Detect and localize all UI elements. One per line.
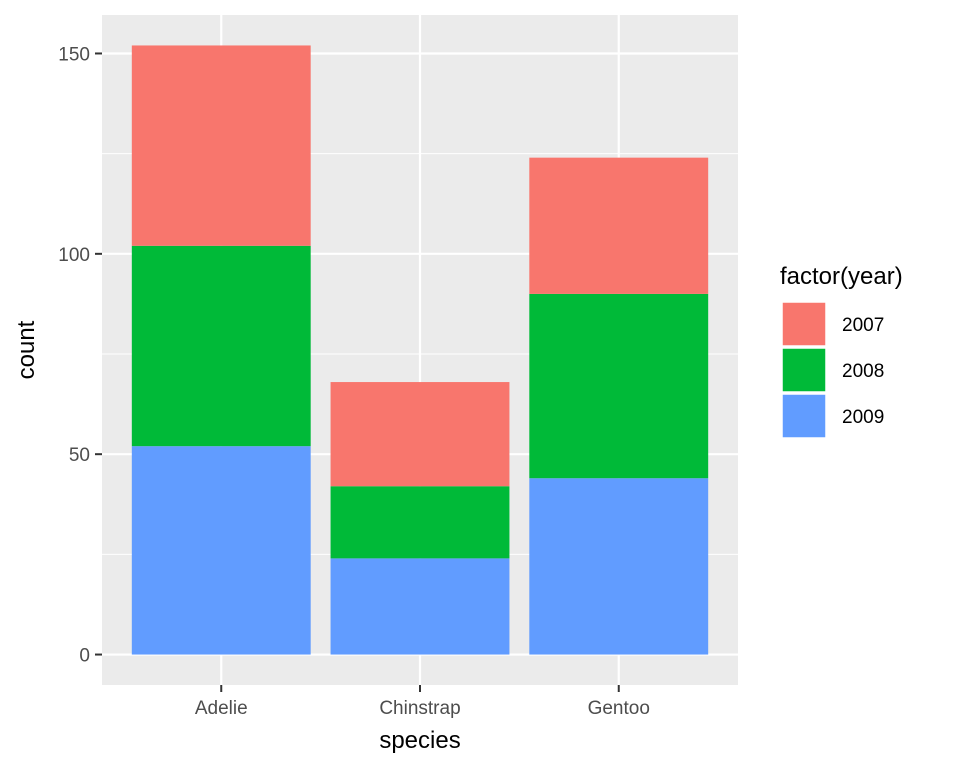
y-tick-label: 0: [79, 646, 90, 667]
bar-segment-adelie-2007: [131, 45, 311, 246]
legend-label-2008: 2008: [842, 361, 884, 382]
bar-segment-chinstrap-2007: [330, 382, 510, 487]
x-tick-label: Gentoo: [588, 698, 650, 719]
x-tick-label: Chinstrap: [379, 698, 460, 719]
y-tick-label: 150: [58, 44, 90, 65]
y-tick-label: 100: [58, 245, 90, 266]
legend-title: factor(year): [780, 263, 903, 290]
bar-segment-chinstrap-2008: [330, 486, 510, 559]
bar-segment-gentoo-2008: [529, 293, 709, 479]
y-axis: 0 50 100 150: [58, 44, 102, 667]
legend: factor(year) 2007 2008 2009: [780, 263, 903, 439]
bar-segment-adelie-2009: [131, 446, 311, 655]
legend-key-2007: [781, 301, 827, 347]
y-tick-label: 50: [69, 445, 90, 466]
legend-key-2008: [781, 347, 827, 393]
bar-segment-gentoo-2007: [529, 157, 709, 294]
bar-segment-chinstrap-2009: [330, 558, 510, 655]
legend-label-2007: 2007: [842, 315, 884, 336]
legend-label-2009: 2009: [842, 407, 884, 428]
x-axis-title: species: [379, 727, 460, 754]
bar-segment-gentoo-2009: [529, 478, 709, 655]
legend-key-2009: [781, 393, 827, 439]
x-tick-label: Adelie: [195, 698, 248, 719]
bars: [131, 45, 709, 655]
x-axis: Adelie Chinstrap Gentoo: [195, 685, 650, 719]
y-axis-title: count: [13, 320, 40, 379]
bar-segment-adelie-2008: [131, 245, 311, 447]
